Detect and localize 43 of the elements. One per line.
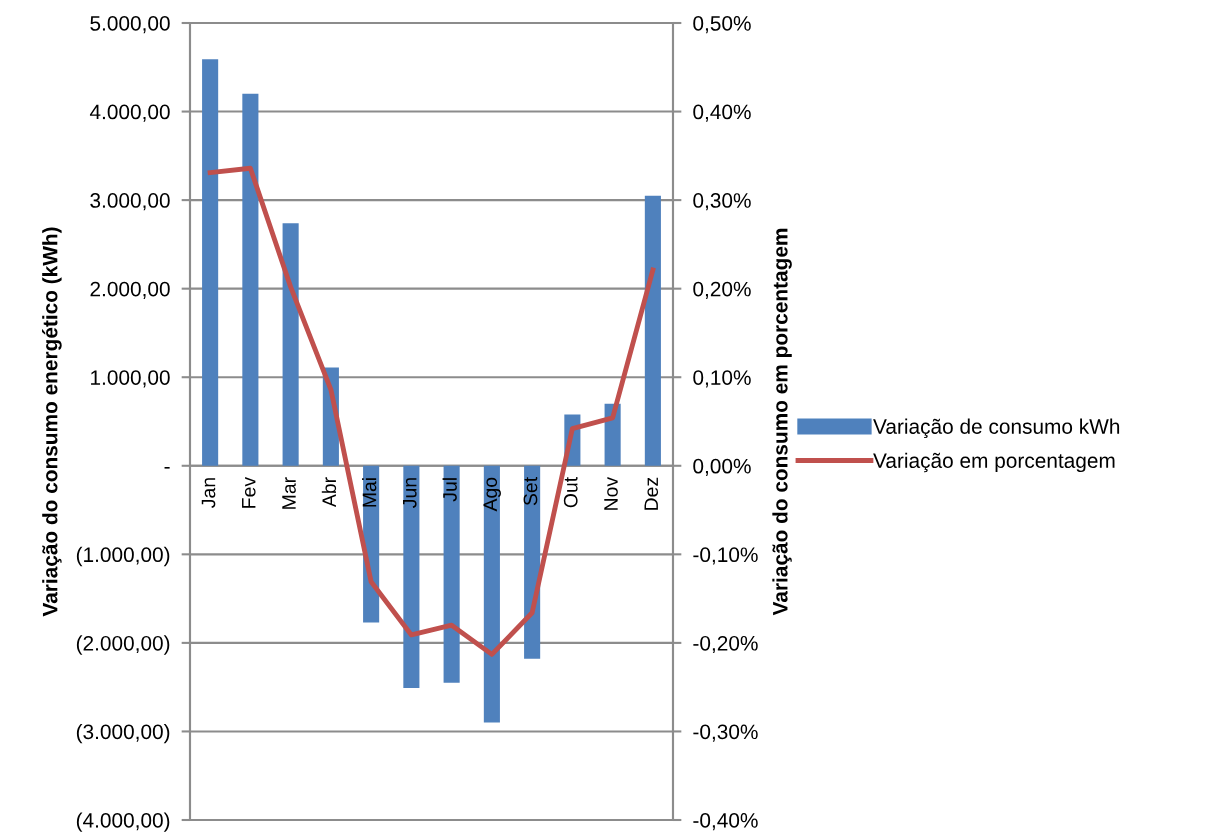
- x-tick-label: Jun: [403, 478, 417, 508]
- y-tick-label: 2.000,00: [90, 281, 170, 299]
- x-tick-label: Abr: [321, 477, 337, 508]
- y-tick-label: 1.000,00: [91, 370, 170, 388]
- y-tick-label: (3.000,00): [76, 723, 170, 744]
- x-tick-label: Fev: [242, 476, 256, 508]
- bar: [282, 223, 299, 466]
- y2-tick-label: 0,30%: [693, 193, 751, 211]
- bar: [483, 465, 500, 723]
- bar: [403, 465, 420, 689]
- x-tick-label: Nov: [604, 476, 618, 510]
- x-tick-label: Dez: [644, 477, 659, 510]
- y-tick-label: (4.000,00): [76, 812, 170, 832]
- y2-tick-label: 0,40%: [693, 104, 751, 122]
- legend-label: Variação de consumo kWh: [873, 418, 1120, 439]
- y2-tick-label: 0,00%: [693, 458, 751, 476]
- y-tick-label: -: [164, 466, 170, 469]
- bar: [644, 195, 661, 466]
- y2-tick-label: 0,10%: [693, 370, 751, 388]
- x-tick-label: Out: [563, 477, 578, 508]
- legend-label: Variação em porcentagem: [873, 452, 1115, 473]
- y-tick-label: 4.000,00: [89, 104, 170, 122]
- x-tick-label: Set: [523, 477, 538, 506]
- x-tick-label: Jan: [201, 478, 216, 508]
- y2-tick-label: -0,30%: [693, 724, 758, 742]
- x-tick-label: Mar: [282, 477, 296, 509]
- y2-tick-label: -0,40%: [693, 813, 758, 831]
- y-tick-label: 3.000,00: [90, 193, 170, 211]
- y2-tick-label: -0,10%: [693, 547, 758, 565]
- y-tick-label: (1.000,00): [76, 546, 170, 567]
- y-tick-label: (2.000,00): [76, 635, 170, 655]
- y2-tick-label: -0,20%: [693, 635, 758, 654]
- x-tick-label: Ago: [483, 477, 501, 512]
- x-tick-label: Jul: [442, 478, 457, 502]
- y2-axis-title: Variação do consumo em porcentagem: [772, 228, 792, 616]
- y-axis-title: Variação do consumo energético (kWh): [42, 227, 62, 617]
- y2-tick-label: 0,20%: [693, 281, 751, 299]
- bar: [202, 59, 219, 466]
- bar: [443, 465, 460, 683]
- bar: [242, 93, 259, 466]
- y2-tick-label: 0,50%: [693, 16, 751, 34]
- x-tick-label: Mai: [362, 478, 377, 507]
- y-tick-label: 5.000,00: [90, 16, 170, 34]
